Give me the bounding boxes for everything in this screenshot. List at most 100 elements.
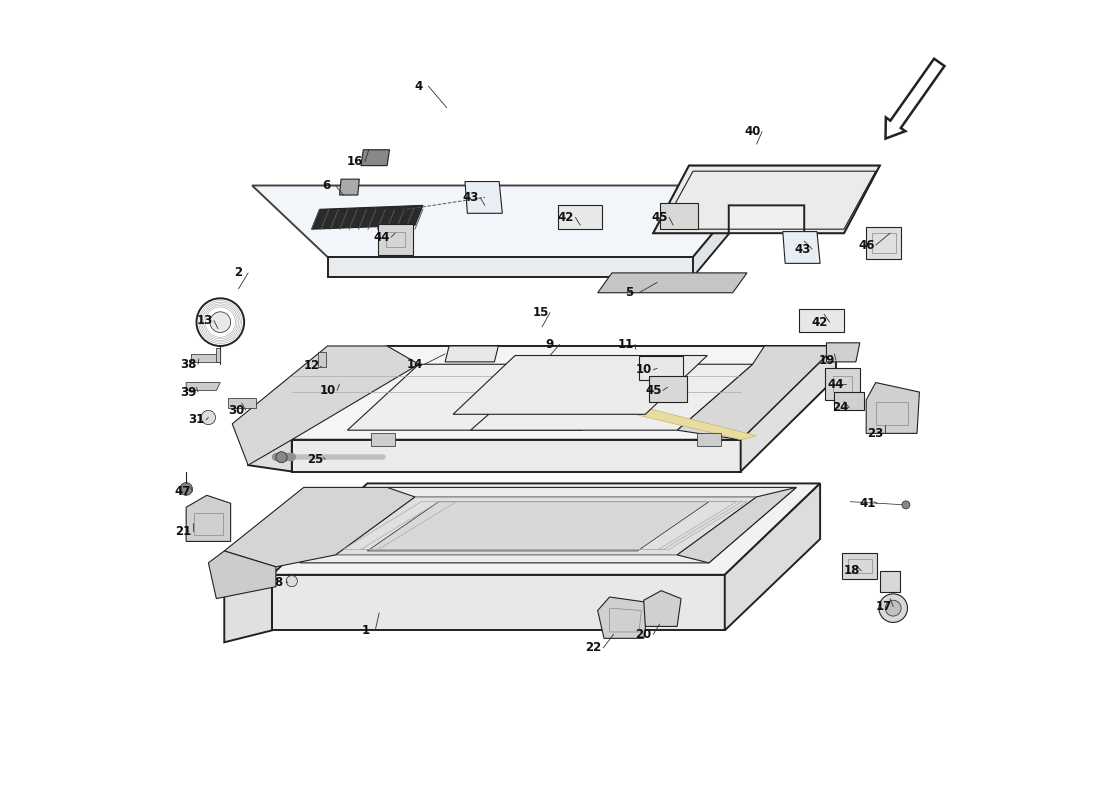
Polygon shape <box>597 273 747 293</box>
Polygon shape <box>208 551 276 598</box>
Text: 6: 6 <box>322 179 330 192</box>
Text: 45: 45 <box>651 210 668 224</box>
Text: 40: 40 <box>745 125 761 138</box>
Polygon shape <box>660 203 697 229</box>
Text: 4: 4 <box>415 80 424 93</box>
Text: 1985: 1985 <box>714 545 791 573</box>
Text: 44: 44 <box>827 378 845 390</box>
Polygon shape <box>843 553 878 578</box>
Polygon shape <box>348 364 653 430</box>
Text: 18: 18 <box>844 564 860 578</box>
Text: 16: 16 <box>348 155 363 168</box>
Polygon shape <box>224 487 415 567</box>
Text: 25: 25 <box>308 453 323 466</box>
Text: 10: 10 <box>319 384 336 397</box>
Polygon shape <box>311 206 422 229</box>
Polygon shape <box>866 227 901 258</box>
Circle shape <box>879 594 908 622</box>
Text: 46: 46 <box>858 238 874 251</box>
Polygon shape <box>328 257 693 277</box>
Polygon shape <box>866 382 920 434</box>
Text: 14: 14 <box>407 358 424 370</box>
Polygon shape <box>725 483 821 630</box>
Polygon shape <box>224 574 272 642</box>
Circle shape <box>210 312 231 333</box>
Polygon shape <box>653 166 880 233</box>
Polygon shape <box>249 434 292 471</box>
Text: 13: 13 <box>196 314 212 327</box>
Polygon shape <box>252 186 752 257</box>
Text: 9: 9 <box>546 338 554 351</box>
Polygon shape <box>597 597 649 638</box>
Text: 30: 30 <box>228 404 244 417</box>
Text: 39: 39 <box>180 386 197 398</box>
Circle shape <box>286 575 297 586</box>
Polygon shape <box>186 495 231 542</box>
Polygon shape <box>217 348 220 362</box>
Polygon shape <box>471 364 752 430</box>
Circle shape <box>902 501 910 509</box>
Circle shape <box>886 600 901 616</box>
Polygon shape <box>377 224 412 255</box>
Text: 21: 21 <box>175 525 191 538</box>
Polygon shape <box>542 386 757 440</box>
Polygon shape <box>639 356 683 380</box>
Polygon shape <box>361 150 389 166</box>
Polygon shape <box>558 206 603 229</box>
FancyArrow shape <box>886 58 945 138</box>
Polygon shape <box>678 487 796 563</box>
Polygon shape <box>825 368 860 400</box>
Polygon shape <box>835 392 864 410</box>
Text: 8: 8 <box>274 576 283 590</box>
Text: a passion for automobiles: a passion for automobiles <box>425 486 675 505</box>
Text: 23: 23 <box>868 427 883 440</box>
Text: 45: 45 <box>645 384 661 397</box>
Polygon shape <box>272 483 821 574</box>
Text: 47: 47 <box>175 485 191 498</box>
Text: 24: 24 <box>832 402 848 414</box>
Polygon shape <box>340 179 360 195</box>
Text: 43: 43 <box>462 191 478 204</box>
Polygon shape <box>693 186 752 277</box>
Text: 2: 2 <box>234 266 243 279</box>
Text: 43: 43 <box>794 242 811 255</box>
Polygon shape <box>372 434 395 446</box>
Polygon shape <box>740 346 836 471</box>
Text: 41: 41 <box>859 497 876 510</box>
Text: 42: 42 <box>558 210 574 224</box>
Text: 20: 20 <box>636 628 652 641</box>
Polygon shape <box>826 342 860 362</box>
Polygon shape <box>653 166 880 233</box>
Polygon shape <box>880 571 900 592</box>
Polygon shape <box>186 382 220 390</box>
Text: 11: 11 <box>617 338 634 351</box>
Text: 5: 5 <box>625 286 634 299</box>
Polygon shape <box>367 502 708 551</box>
Polygon shape <box>697 434 720 446</box>
Circle shape <box>201 410 216 425</box>
Text: europarts: europarts <box>320 359 780 441</box>
Polygon shape <box>229 398 256 408</box>
Circle shape <box>179 482 192 495</box>
Polygon shape <box>300 487 796 563</box>
Polygon shape <box>292 440 740 471</box>
Polygon shape <box>446 346 498 362</box>
Polygon shape <box>800 309 844 333</box>
Text: 1: 1 <box>362 624 370 637</box>
Polygon shape <box>292 346 836 440</box>
Polygon shape <box>678 346 836 440</box>
Text: 42: 42 <box>812 316 828 329</box>
Polygon shape <box>191 354 220 362</box>
Text: 44: 44 <box>373 230 389 244</box>
Polygon shape <box>453 355 707 414</box>
Text: 31: 31 <box>188 414 205 426</box>
Polygon shape <box>336 497 757 555</box>
Text: 15: 15 <box>532 306 549 319</box>
Text: 22: 22 <box>585 642 602 654</box>
Polygon shape <box>649 376 688 402</box>
Polygon shape <box>783 231 821 263</box>
Text: 17: 17 <box>876 600 892 613</box>
Text: 19: 19 <box>818 354 835 366</box>
Text: 10: 10 <box>636 363 652 376</box>
Circle shape <box>276 452 287 462</box>
